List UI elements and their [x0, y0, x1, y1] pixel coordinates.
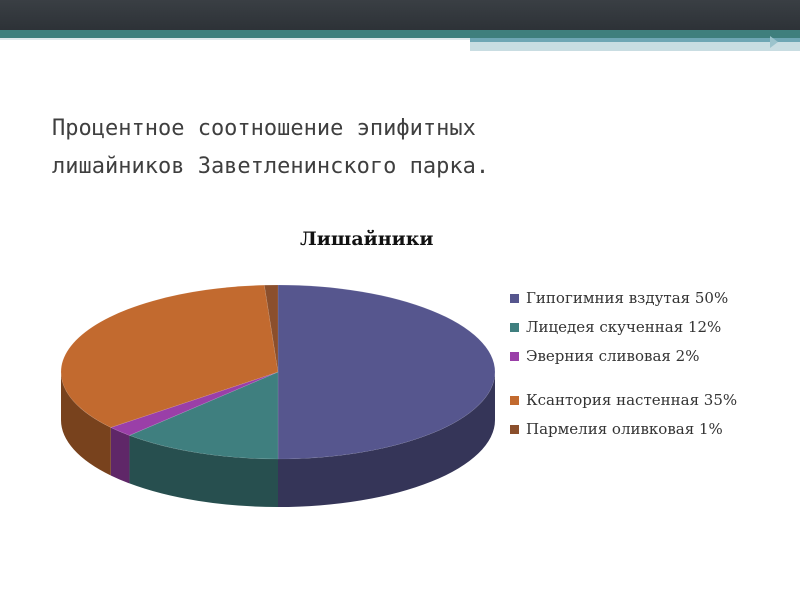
legend-label: Гипогимния вздутая 50% [526, 289, 729, 307]
header-right-stripe [470, 38, 800, 42]
slide-title: Процентное соотношение эпифитных лишайни… [52, 110, 702, 186]
legend-label: Эверния сливовая 2% [526, 347, 700, 365]
legend-swatch-icon [510, 323, 519, 332]
pie-slice-1 [128, 371, 279, 460]
legend-label: Лицедея скученная 12% [526, 318, 722, 336]
legend-swatch-icon [510, 425, 519, 434]
legend-item: Эверния сливовая 2% [508, 346, 748, 366]
legend-item: Пармелия оливковая 1% [508, 419, 748, 439]
pie-slice-0 [277, 284, 496, 460]
triangle-marker-icon [770, 36, 778, 48]
legend-item: Ксантория настенная 35% [508, 390, 748, 410]
legend-label: Пармелия оливковая 1% [526, 420, 723, 438]
chart-legend: Гипогимния вздутая 50% Лицедея скученная … [508, 288, 748, 448]
legend-item: Гипогимния вздутая 50% [508, 288, 748, 308]
legend-label: Ксантория настенная 35% [526, 391, 738, 409]
header-accent-line [0, 30, 800, 38]
pie-side-walls [61, 372, 495, 507]
header-band [0, 0, 800, 30]
pie-slice-side-1 [129, 435, 278, 507]
legend-item: Лицедея скученная 12% [508, 317, 748, 337]
chart-title: Лишайники [300, 228, 434, 250]
pie-slice-side-2 [110, 427, 130, 484]
pie-slice-4 [264, 284, 279, 373]
legend-swatch-icon [510, 352, 519, 361]
pie-slice-side-0 [278, 372, 495, 507]
slide-title-line-2: лишайников Заветленинского парка. [52, 154, 490, 179]
pie-slice-side-3 [61, 372, 111, 476]
pie-slice-3 [60, 284, 279, 428]
slide-title-line-1: Процентное соотношение эпифитных [52, 116, 476, 141]
pie-top-faces [60, 284, 496, 460]
legend-swatch-icon [510, 294, 519, 303]
header-right-stripe-light [470, 42, 800, 51]
legend-swatch-icon [510, 396, 519, 405]
header-thin-line [0, 38, 470, 40]
pie-slice-2 [110, 371, 279, 436]
